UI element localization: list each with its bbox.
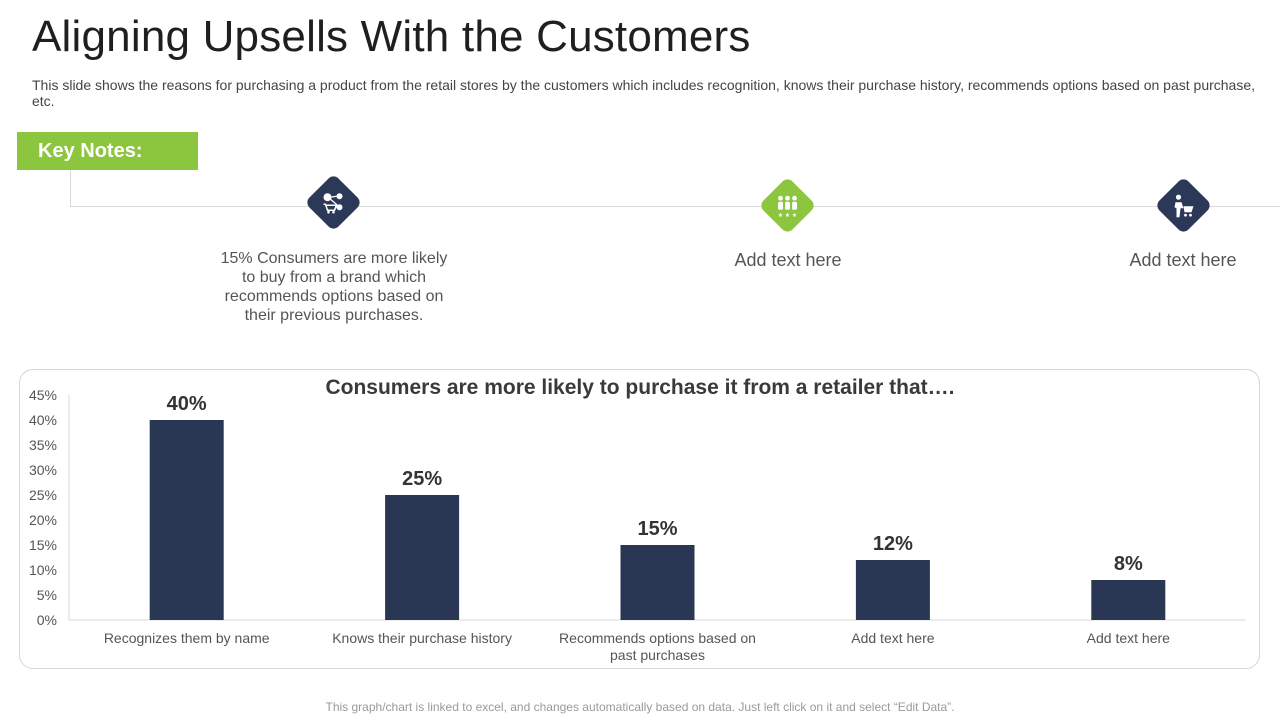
chart-title: Consumers are more likely to purchase it… [325,376,954,399]
y-tick-label: 10% [29,562,57,578]
y-tick-label: 35% [29,437,57,453]
bar [1091,580,1166,620]
y-tick-label: 5% [37,587,57,603]
person-cart-icon [1154,176,1213,235]
bar [855,560,930,620]
data-label: 12% [873,533,913,555]
page-subtitle: This slide shows the reasons for purchas… [32,77,1256,109]
x-category-label: Recognizes them by name [104,630,270,646]
key-note-text-3: Add text here [1129,250,1237,270]
y-tick-label: 30% [29,462,57,478]
key-notes-badge: Key Notes: [17,132,198,170]
y-tick-label: 25% [29,487,57,503]
x-category-label: Add text here [851,630,934,646]
data-label: 40% [167,393,207,415]
data-label: 15% [637,518,677,540]
y-tick-label: 45% [29,387,57,403]
key-note-text-2: Add text here [734,250,842,270]
chart-frame [19,369,1260,669]
y-tick-label: 15% [29,537,57,553]
y-tick-label: 40% [29,412,57,428]
key-note-text-1: 15% Consumers are more likely to buy fro… [220,250,448,324]
data-label: 25% [402,468,442,490]
y-tick-label: 0% [37,612,57,628]
x-category-label: Recommends options based on past purchase… [559,630,756,663]
x-category-label: Knows their purchase history [332,630,512,646]
people-stars-icon: ★ ★ ★ [758,176,817,235]
timeline-horizontal-line [70,206,1280,207]
svg-text:★: ★ [778,212,783,219]
shopping-cart-dollar-icon [304,173,363,232]
y-tick-label: 20% [29,512,57,528]
bar [149,420,224,620]
svg-text:★: ★ [785,212,790,219]
timeline-vertical-line [70,170,71,206]
data-label: 8% [1114,553,1143,575]
bar [385,495,460,620]
page-title: Aligning Upsells With the Customers [32,12,751,61]
x-category-label: Add text here [1087,630,1170,646]
bar [620,545,695,620]
svg-text:★: ★ [792,212,797,219]
footer-note: This graph/chart is linked to excel, and… [325,700,955,714]
